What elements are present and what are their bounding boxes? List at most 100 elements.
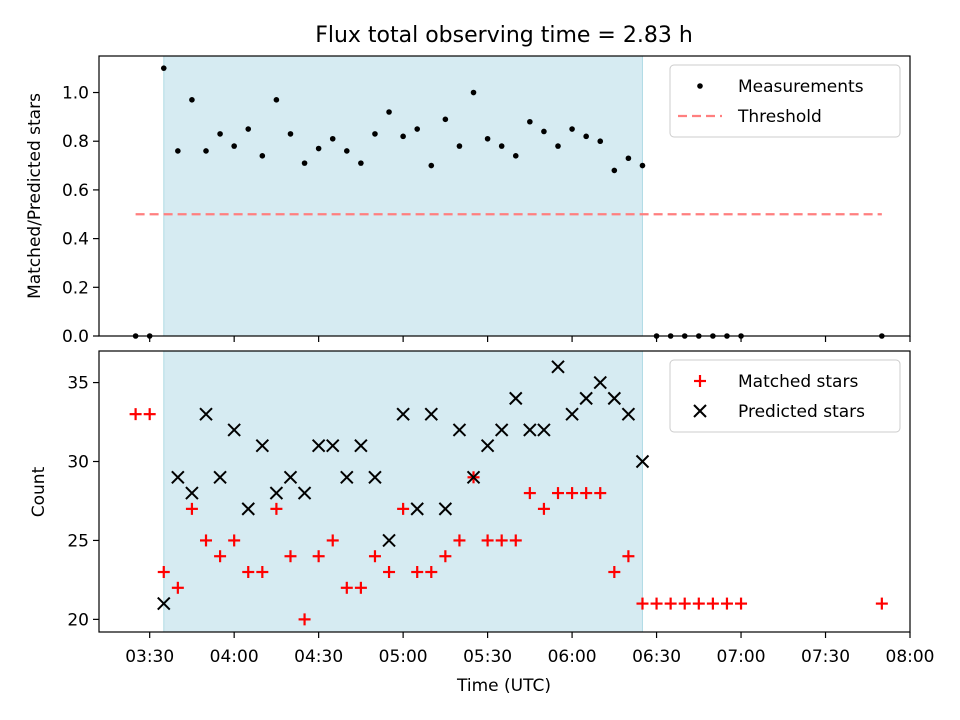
matched-star-point xyxy=(720,597,733,610)
predicted-star-point xyxy=(635,454,650,469)
matched-star-point xyxy=(509,534,522,547)
predicted-star-point xyxy=(283,470,298,484)
bottom-y-tick-label: 30 xyxy=(67,453,89,473)
predicted-star-point xyxy=(593,375,607,390)
predicted-star-point xyxy=(509,391,523,406)
measurement-point xyxy=(611,167,618,174)
matched-star-point xyxy=(326,534,339,547)
matched-star-point xyxy=(608,566,621,579)
top-axes-frame xyxy=(98,55,911,337)
predicted-star-point xyxy=(537,423,551,437)
matched-star-point xyxy=(566,487,579,500)
predicted-star-point xyxy=(438,502,453,516)
measurement-point xyxy=(541,128,547,135)
measurement-point xyxy=(372,131,378,137)
matched-star-point xyxy=(425,566,438,579)
matched-star-point xyxy=(284,550,297,563)
measurement-point xyxy=(400,133,406,140)
predicted-star-point xyxy=(311,439,326,453)
matched-star-point xyxy=(340,581,353,594)
matched-star-point xyxy=(397,502,410,515)
predicted-star-point xyxy=(185,486,199,500)
matched-star-point xyxy=(270,502,283,515)
x-tick-label: 04:30 xyxy=(294,647,343,667)
matched-star-point xyxy=(664,597,677,610)
predicted-star-point xyxy=(523,423,537,437)
x-tick-label: 08:00 xyxy=(886,647,935,667)
x-tick-label: 04:00 xyxy=(210,647,259,667)
measurement-point xyxy=(203,148,209,154)
bottom-shaded-region xyxy=(163,350,643,633)
matched-star-point xyxy=(200,534,213,547)
matched-star-point xyxy=(129,408,142,421)
matched-star-point xyxy=(411,566,424,579)
measurement-point xyxy=(315,145,322,152)
measurement-point xyxy=(597,138,604,145)
legend-label: Matched stars xyxy=(738,372,858,392)
matched-star-point xyxy=(185,502,198,515)
measurement-point xyxy=(358,160,364,166)
measurement-point xyxy=(428,162,435,169)
x-tick-label: 05:00 xyxy=(379,647,428,667)
measurement-point xyxy=(555,143,561,149)
predicted-star-point xyxy=(199,407,213,421)
chart-title: Flux total observing time = 2.83 h xyxy=(315,23,693,48)
measurement-point xyxy=(301,160,308,166)
matched-star-point xyxy=(143,408,156,421)
matched-star-point xyxy=(636,597,649,610)
measurement-point xyxy=(273,97,280,103)
predicted-star-point xyxy=(157,596,171,611)
predicted-star-point xyxy=(579,391,593,406)
legend-marker-dot xyxy=(697,83,703,89)
measurement-point xyxy=(175,148,181,154)
top-y-tick-label: 1.0 xyxy=(62,84,89,104)
predicted-star-point xyxy=(607,391,622,406)
x-tick-label: 06:30 xyxy=(632,647,681,667)
measurement-point xyxy=(344,148,350,154)
matched-star-point xyxy=(256,566,269,579)
measurement-point xyxy=(484,135,491,142)
top-y-tick-label: 0.8 xyxy=(62,132,89,152)
matched-star-point xyxy=(157,566,170,579)
measurement-point xyxy=(259,153,266,159)
legend-box xyxy=(669,359,901,433)
measurement-point xyxy=(189,97,195,103)
predicted-star-point xyxy=(297,486,312,500)
predicted-star-point xyxy=(241,502,255,516)
matched-star-point xyxy=(214,550,227,563)
matched-star-point xyxy=(875,597,888,610)
measurement-point xyxy=(639,162,646,169)
measurement-point xyxy=(231,143,237,149)
predicted-star-point xyxy=(466,470,481,484)
predicted-star-point xyxy=(269,486,284,500)
measurement-point xyxy=(498,143,505,149)
legend-marker-x xyxy=(693,404,707,418)
measurement-point xyxy=(329,135,336,142)
matched-star-point xyxy=(495,534,508,547)
matched-star-point xyxy=(354,581,367,594)
legend-box xyxy=(669,64,901,138)
matched-star-point xyxy=(171,581,184,594)
matched-star-point xyxy=(678,597,691,610)
bottom-axes-frame xyxy=(98,350,911,633)
x-axis-label: Time (UTC) xyxy=(456,676,551,696)
bottom-series-predicted-stars xyxy=(157,360,650,611)
measurement-point xyxy=(160,65,167,71)
matched-star-point xyxy=(622,550,635,563)
measurement-point xyxy=(442,116,449,123)
predicted-star-point xyxy=(452,423,467,437)
legend-label: Measurements xyxy=(738,77,864,97)
predicted-star-point xyxy=(227,423,241,437)
measurement-point xyxy=(512,153,519,159)
x-tick-label: 07:00 xyxy=(717,647,766,667)
measurement-point xyxy=(569,126,575,132)
predicted-star-point xyxy=(368,470,382,484)
matched-star-point xyxy=(298,613,311,626)
matched-star-point xyxy=(439,550,452,563)
predicted-star-point xyxy=(213,470,227,484)
matched-star-point xyxy=(580,487,593,500)
bottom-legend: Matched stars Predicted stars xyxy=(669,359,901,433)
predicted-star-point xyxy=(494,423,509,437)
matched-star-point xyxy=(523,487,536,500)
